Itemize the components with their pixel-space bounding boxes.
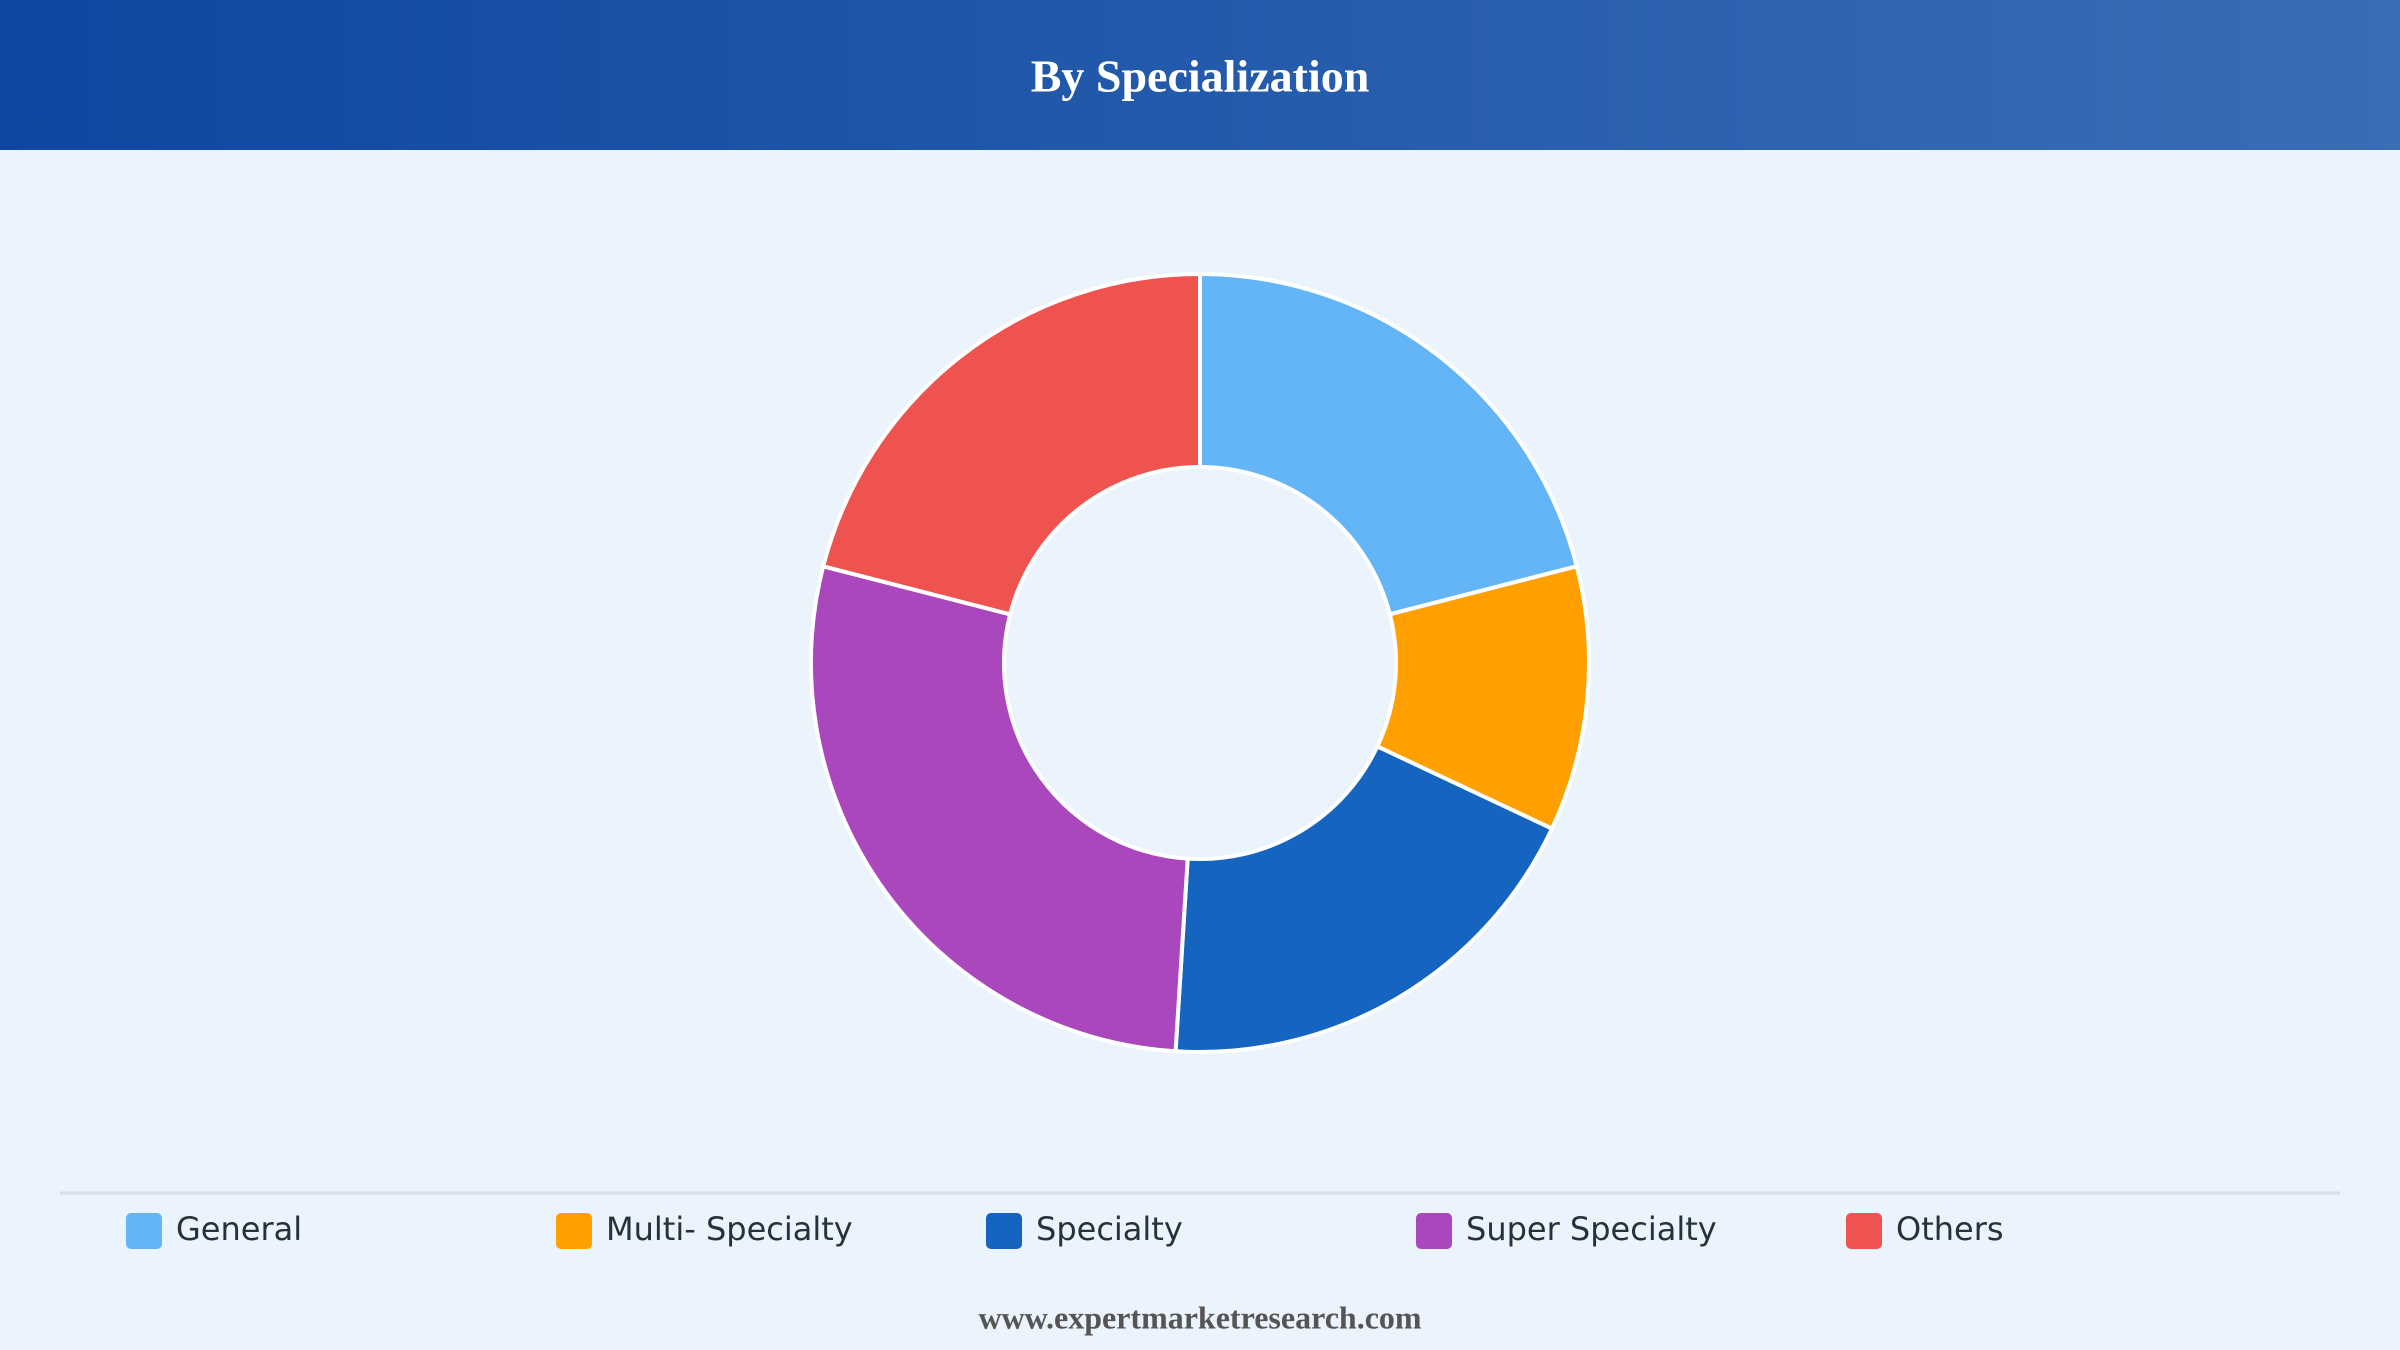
slice xyxy=(1173,743,1555,1054)
legend-label: General xyxy=(176,1210,302,1248)
slice xyxy=(820,271,1202,617)
legend-swatch xyxy=(126,1213,162,1249)
legend-label: Specialty xyxy=(1036,1210,1183,1248)
legend-swatch xyxy=(556,1213,592,1249)
legend-swatch xyxy=(1846,1213,1882,1249)
legend-swatch xyxy=(1416,1213,1452,1249)
slice xyxy=(809,563,1190,1054)
legend-label: Super Specialty xyxy=(1466,1210,1717,1248)
legend-label: Multi- Specialty xyxy=(606,1210,853,1248)
chart-title: By Specialization xyxy=(1031,51,1370,102)
legend-label: Others xyxy=(1896,1210,2004,1248)
legend-swatch xyxy=(986,1213,1022,1249)
slice xyxy=(1374,563,1591,832)
header-bar xyxy=(0,0,2400,150)
footer: www.expertmarketresearch.com xyxy=(978,1299,1421,1335)
slice xyxy=(1198,271,1580,617)
